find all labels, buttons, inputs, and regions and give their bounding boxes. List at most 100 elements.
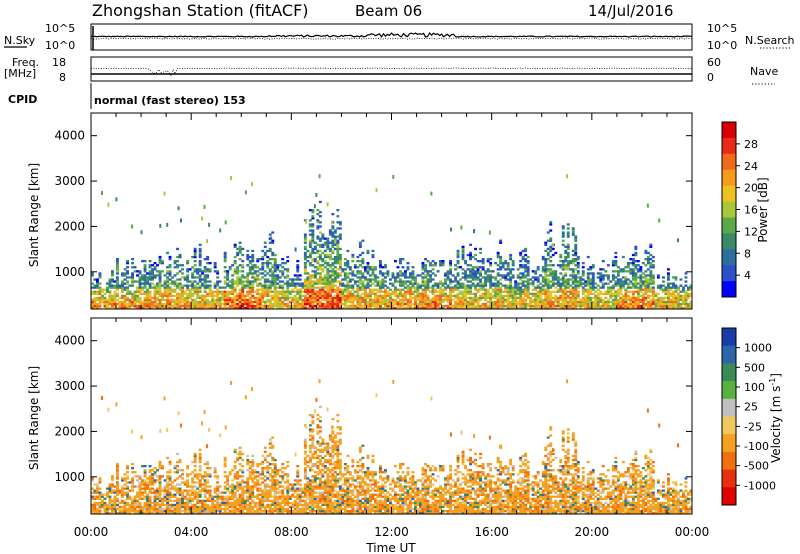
power-cell	[211, 304, 215, 308]
velocity-cell	[118, 507, 122, 511]
power-cell	[258, 288, 262, 291]
power-cell	[406, 307, 410, 310]
power-cell	[158, 302, 162, 306]
power-cell	[308, 239, 312, 242]
power-cell	[501, 262, 505, 265]
power-cell	[303, 266, 307, 269]
power-cell	[318, 239, 322, 242]
power-cell	[431, 272, 435, 275]
power-cell	[168, 278, 172, 281]
power-cell	[624, 290, 628, 293]
power-cell	[191, 304, 195, 308]
velocity-cell	[156, 503, 159, 507]
power-cell	[123, 268, 127, 271]
power-cell	[664, 286, 668, 289]
power-cell	[601, 292, 605, 295]
power-cell	[401, 298, 405, 302]
velocity-cell	[113, 503, 117, 507]
power-cell	[579, 304, 583, 308]
power-cell	[233, 288, 237, 291]
power-cell	[168, 307, 172, 310]
power-cell	[196, 286, 200, 289]
power-cell	[203, 280, 207, 283]
velocity-cell	[91, 505, 94, 509]
power-cell	[166, 294, 169, 297]
power-cell	[561, 233, 565, 236]
power-cell	[416, 288, 420, 291]
power-cell	[446, 296, 450, 300]
power-cell	[113, 292, 117, 295]
power-cell	[381, 274, 385, 277]
power-cell	[611, 284, 615, 287]
velocity-cell	[98, 505, 102, 509]
power-cell	[91, 272, 94, 275]
power-cell	[659, 304, 663, 308]
velocity-cell	[161, 499, 164, 502]
velocity-cell	[216, 481, 220, 484]
power-cell	[171, 290, 174, 293]
power-cell	[313, 280, 317, 283]
power-cell	[161, 284, 164, 287]
power-cell	[216, 298, 220, 302]
velocity-cell	[121, 499, 124, 502]
power-cell	[669, 286, 673, 289]
velocity-cell	[161, 475, 164, 478]
power-cell	[574, 237, 578, 240]
power-cell	[619, 300, 623, 304]
power-cell	[216, 296, 220, 300]
velocity-cell	[186, 509, 190, 513]
power-cell	[168, 255, 172, 259]
power-cell	[639, 286, 643, 289]
power-cell	[281, 258, 285, 261]
power-cell	[416, 296, 420, 300]
power-cell	[534, 302, 538, 306]
velocity-cell	[126, 471, 129, 474]
power-cell	[501, 307, 505, 310]
power-cell	[516, 302, 520, 306]
velocity-cell	[218, 507, 222, 511]
power-cell	[662, 296, 665, 300]
power-cell	[469, 304, 472, 308]
power-cell	[667, 302, 670, 306]
power-cell	[584, 282, 588, 285]
velocity-cell	[168, 471, 172, 474]
power-cell	[143, 278, 147, 281]
power-cell	[323, 284, 327, 287]
power-cell	[561, 292, 565, 295]
power-cell	[584, 288, 588, 291]
power-cell	[369, 290, 372, 293]
velocity-cell	[148, 491, 152, 494]
velocity-cell	[213, 507, 217, 511]
power-cell	[286, 288, 290, 291]
power-cell	[504, 276, 508, 279]
power-cell	[549, 245, 553, 248]
power-cell	[441, 284, 445, 287]
power-cell	[228, 304, 232, 308]
power-cell	[328, 253, 332, 257]
power-cell	[183, 298, 187, 302]
power-cell	[384, 300, 387, 304]
power-cell	[499, 274, 503, 277]
nsky-tick-bottom: 10^0	[45, 39, 75, 52]
power-cell	[406, 268, 410, 271]
power-cell	[356, 266, 360, 269]
power-cell	[178, 294, 182, 297]
power-cell	[111, 278, 114, 281]
velocity-cell	[216, 509, 220, 513]
power-cell	[281, 288, 285, 291]
power-cell	[426, 298, 430, 302]
power-cell	[460, 225, 463, 230]
power-cell	[631, 276, 635, 279]
power-cell	[384, 307, 387, 310]
power-cell	[461, 304, 465, 308]
power-cell	[328, 270, 332, 273]
velocity-cell	[158, 489, 162, 492]
power-cell	[426, 284, 430, 287]
power-cell	[606, 288, 610, 291]
power-cell	[156, 302, 159, 306]
power-cell	[506, 296, 510, 300]
power-cell	[564, 304, 568, 308]
power-cell	[111, 274, 114, 277]
velocity-cell	[193, 475, 197, 478]
power-cell	[244, 190, 247, 195]
